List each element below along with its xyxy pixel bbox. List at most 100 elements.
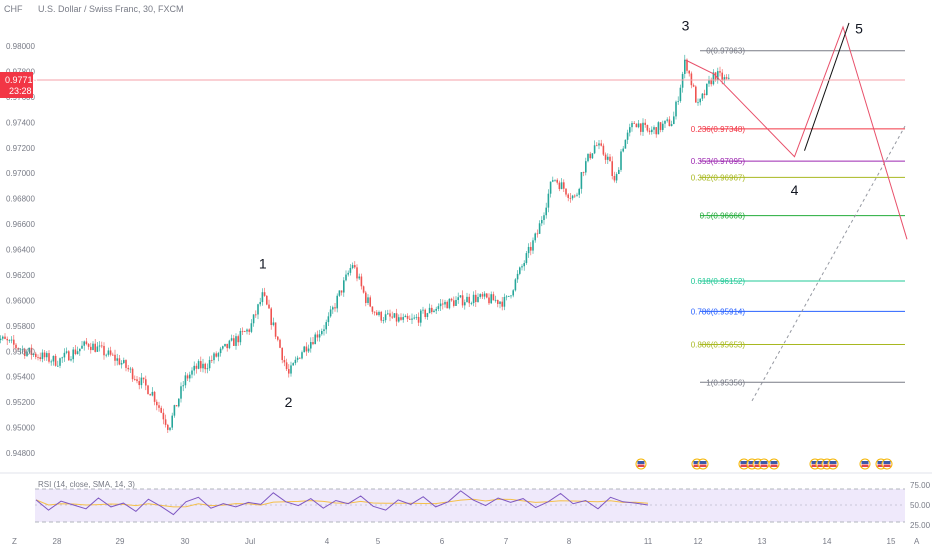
candle-body (624, 139, 627, 149)
event-flag-icon (823, 464, 831, 467)
candle-body (549, 181, 552, 194)
candle-body (0, 338, 2, 341)
candle-body (626, 132, 629, 140)
candle-body (162, 412, 165, 420)
candle-body (657, 122, 660, 135)
candle-body (259, 302, 261, 305)
candle-body (65, 351, 68, 353)
candle-body (268, 304, 270, 309)
price-axis-label: 0.97200 (6, 144, 35, 153)
candle-body (651, 129, 653, 133)
candle-body (15, 344, 17, 349)
candle-body (261, 292, 264, 303)
candle-body (222, 346, 224, 349)
candle-body (717, 71, 719, 80)
candle-body (431, 307, 433, 313)
candle-body (369, 297, 371, 307)
candle-body (318, 334, 321, 338)
candle-body (153, 391, 156, 402)
auto-scale-icon[interactable]: A (914, 537, 920, 546)
candle-body (217, 353, 220, 357)
candle-body (354, 265, 356, 268)
candle-body (675, 101, 677, 117)
candle-body (10, 339, 13, 341)
candle-body (367, 297, 369, 303)
price-axis-label: 0.96000 (6, 296, 35, 305)
candle-body (184, 375, 187, 386)
candle-body (255, 314, 257, 316)
candle-body (664, 120, 666, 124)
candle-body (503, 296, 506, 307)
candle-body (312, 342, 314, 345)
candle-body (292, 363, 294, 366)
candle-body (281, 347, 283, 361)
candle-body (622, 148, 624, 152)
candle-body (175, 405, 178, 407)
time-axis-label: 12 (694, 537, 703, 546)
candle-body (197, 361, 200, 369)
fib-level-label: 0.5(0.96666) (700, 212, 746, 221)
event-flag-icon (699, 464, 707, 467)
event-flag-icon (699, 461, 707, 464)
candle-body (285, 362, 288, 370)
candle-body (596, 145, 598, 147)
economic-events-row[interactable] (635, 458, 893, 470)
time-axis[interactable]: 28 29 30 Jul 4 5 6 7 8 11 12 13 14 15 (53, 537, 896, 546)
event-flag-icon (877, 461, 885, 464)
candle-body (545, 207, 547, 216)
candle-body (79, 348, 81, 352)
price-axis-label: 0.98000 (6, 42, 35, 51)
candle-body (301, 352, 303, 359)
candle-body (68, 351, 70, 361)
candle-body (699, 98, 701, 103)
candle-body (103, 345, 105, 356)
rsi-axis-label-50: 50.00 (910, 501, 931, 510)
time-axis-label: 14 (823, 537, 832, 546)
candle-body (310, 342, 312, 349)
candle-body (131, 368, 134, 380)
candle-body (266, 295, 268, 305)
candle-body (83, 341, 85, 346)
fibonacci-levels: 0(0.97963) 0.236(0.97348) 0.353(0.97095) 0.… (691, 47, 906, 402)
event-flag-icon (748, 464, 756, 467)
candle-body (186, 375, 189, 379)
timezone-icon[interactable]: Z (12, 537, 17, 546)
candle-body (395, 313, 398, 322)
event-flag-icon (823, 461, 831, 464)
last-price-tag (0, 72, 33, 98)
candle-body (224, 343, 226, 347)
wave-label: 5 (855, 20, 863, 36)
candle-body (329, 309, 332, 317)
fib-level-label: 0.382(0.96967) (691, 173, 746, 182)
candle-body (655, 127, 657, 135)
candle-body (61, 357, 63, 359)
candle-body (611, 161, 613, 176)
candle-body (98, 345, 101, 347)
candle-body (233, 338, 235, 346)
candle-body (633, 122, 635, 124)
candle-body (455, 299, 457, 306)
candle-body (28, 347, 30, 352)
candle-body (30, 347, 33, 355)
candle-body (558, 182, 561, 190)
candle-body (206, 368, 209, 370)
candle-body (708, 80, 710, 84)
candle-body (134, 379, 136, 380)
event-flag-icon (740, 461, 748, 464)
candle-body (211, 359, 213, 361)
impulse-wave-line (804, 22, 850, 151)
candle-body (290, 365, 292, 374)
candle-body (303, 346, 305, 353)
candle-body (598, 143, 600, 146)
candle-body (448, 298, 451, 309)
candle-body (305, 346, 308, 352)
candle-body (54, 355, 57, 366)
candle-body (349, 267, 352, 273)
rsi-axis-label-75: 75.00 (910, 481, 931, 490)
candle-body (371, 306, 374, 312)
candle-body (327, 316, 330, 323)
candle-body (695, 86, 697, 103)
fib-level-label: 1(0.95356) (706, 378, 745, 387)
candle-body (446, 301, 448, 309)
